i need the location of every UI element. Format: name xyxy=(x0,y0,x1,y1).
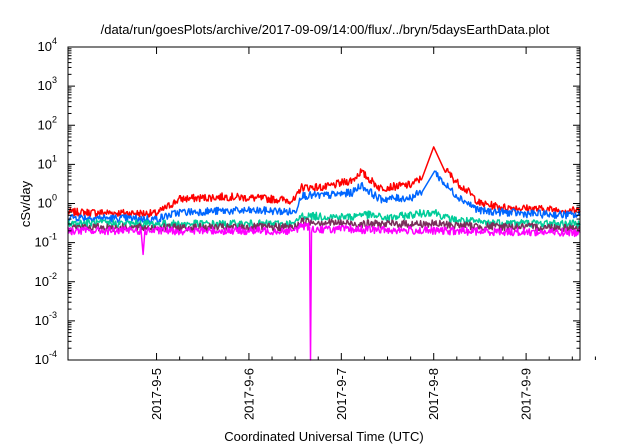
y-tick-label: 10-3 xyxy=(35,310,57,328)
series-line xyxy=(67,170,581,224)
y-tick-exp: 4 xyxy=(52,36,57,46)
y-tick-exp: 1 xyxy=(52,153,57,163)
y-tick-base: 10 xyxy=(38,117,52,132)
x-axis-label: Coordinated Universal Time (UTC) xyxy=(224,429,423,444)
y-tick-exp: 3 xyxy=(52,75,57,85)
series-line xyxy=(67,221,581,361)
series-line xyxy=(67,146,581,219)
x-tick-label: 2017-9-9 xyxy=(519,368,534,420)
chart-title: /data/run/goesPlots/archive/2017-09-09/1… xyxy=(101,22,550,37)
y-tick-label: 10-1 xyxy=(35,232,57,250)
y-tick-base: 10 xyxy=(35,313,49,328)
x-tick-label: 2017-9-5 xyxy=(149,368,164,420)
plot-frame xyxy=(67,46,581,361)
y-tick-label: 101 xyxy=(38,153,57,171)
y-tick-exp: -4 xyxy=(49,349,57,359)
y-tick-base: 10 xyxy=(35,274,49,289)
y-tick-exp: -3 xyxy=(49,310,57,320)
x-tick-label: 2017-9-6 xyxy=(241,368,256,420)
y-tick-exp: -1 xyxy=(49,232,57,242)
series-layer xyxy=(67,146,581,361)
series-line xyxy=(67,209,581,229)
y-tick-base: 10 xyxy=(38,39,52,54)
y-tick-label: 100 xyxy=(38,193,57,211)
x-axis: 2017-9-5 2017-9-6 2017-9-7 2017-9-8 2017-9-9 xyxy=(149,47,596,420)
y-tick-exp: 2 xyxy=(52,114,57,124)
y-tick-base: 10 xyxy=(35,235,49,250)
x-tick-label: 2017-9-7 xyxy=(334,368,349,420)
y-tick-base: 10 xyxy=(38,78,52,93)
y-tick-label: 10-2 xyxy=(35,271,57,289)
y-tick-label: 102 xyxy=(38,114,57,132)
y-tick-label: 10-4 xyxy=(35,349,57,367)
y-tick-label: 103 xyxy=(38,75,57,93)
y-tick-base: 10 xyxy=(38,156,52,171)
y-tick-base: 10 xyxy=(35,352,49,367)
y-tick-base: 10 xyxy=(38,196,52,211)
y-tick-exp: 0 xyxy=(52,193,57,203)
y-tick-exp: -2 xyxy=(49,271,57,281)
y-tick-label: 104 xyxy=(38,36,57,54)
y-axis-label: cSv/day xyxy=(18,180,33,227)
x-tick-label: 2017-9-8 xyxy=(426,368,441,420)
